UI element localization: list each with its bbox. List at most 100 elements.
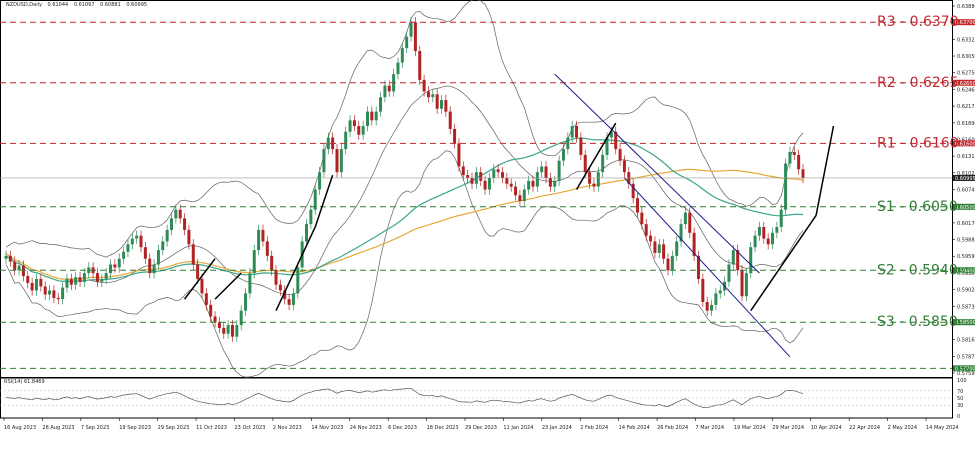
candle-body	[48, 290, 52, 295]
candle-body	[718, 290, 722, 294]
candle-body	[235, 325, 239, 337]
candle-body	[487, 177, 491, 190]
candle-body	[779, 209, 783, 227]
y-tick-label: 0.62175	[957, 104, 975, 110]
candle-body	[252, 250, 256, 274]
candle-body	[139, 235, 143, 248]
chart-header: NZDUSD,Daily 0.61044 0.61097 0.60881 0.6…	[6, 2, 151, 8]
level-price-tag	[953, 79, 975, 86]
candle-body	[605, 137, 609, 155]
level-price-tag	[953, 140, 975, 147]
candle-body	[670, 255, 674, 271]
trendline	[575, 122, 617, 190]
candle-body	[74, 277, 78, 285]
candle-body	[775, 227, 779, 233]
y-tick-label: 0.57875	[957, 354, 975, 360]
candle-body	[257, 229, 261, 251]
candle-body	[4, 255, 8, 259]
candle-body	[601, 154, 605, 173]
candle-body	[8, 255, 12, 262]
candle-body	[522, 189, 526, 202]
candle-body	[466, 175, 470, 178]
candle-body	[644, 224, 648, 236]
rsi-tick-label: 30	[957, 403, 963, 409]
level-price-tag-text: 0.59400	[955, 268, 975, 274]
candle-body	[683, 212, 687, 225]
candle-body	[135, 235, 139, 239]
rsi-header: RSI(14) 61.8469	[4, 379, 45, 385]
candle-body	[483, 180, 487, 190]
candle-body	[178, 209, 182, 219]
moving-average-green	[5, 137, 804, 282]
candle-body	[701, 278, 705, 302]
close-value: 0.60995	[126, 2, 148, 8]
x-tick-label: 7 Sep 2023	[81, 425, 110, 431]
candle-body	[596, 172, 600, 187]
candle-body	[492, 169, 496, 178]
candle-body	[757, 227, 761, 236]
y-tick-label: 0.61025	[957, 171, 975, 177]
candle-body	[696, 255, 700, 279]
x-tick-label: 11 Oct 2023	[196, 425, 227, 431]
current-price-tag-text: 0.60995	[955, 176, 975, 182]
level-label: R2 - 0.6265	[877, 75, 959, 91]
candle-body	[78, 277, 82, 282]
trendline	[183, 258, 216, 300]
candle-body	[505, 177, 509, 184]
candle-body	[274, 270, 278, 285]
candle-body	[200, 278, 204, 294]
level-label: S2 - 0.5940	[877, 262, 958, 278]
candle-body	[230, 325, 234, 337]
candle-body	[801, 169, 805, 178]
candle-body	[95, 273, 99, 282]
candle-body	[788, 152, 792, 164]
candle-body	[239, 310, 243, 326]
candle-body	[148, 258, 152, 274]
level-price-tag-text: 0.63700	[955, 20, 975, 26]
candle-body	[714, 293, 718, 305]
candle-body	[361, 126, 365, 135]
open-value: 0.61044	[47, 2, 69, 8]
x-tick-label: 22 Apr 2024	[849, 425, 880, 431]
candle-body	[244, 293, 248, 311]
x-tick-label: 14 Feb 2024	[619, 425, 650, 431]
x-tick-label: 29 Sep 2023	[158, 425, 190, 431]
rsi-tick-label: 0	[957, 414, 960, 420]
candle-body	[535, 172, 539, 187]
x-tick-label: 23 Oct 2023	[235, 425, 266, 431]
candle-body	[431, 94, 435, 98]
level-price-tag-text: 0.61600	[955, 141, 975, 147]
candle-body	[109, 264, 113, 274]
trendline	[275, 226, 316, 311]
price-pane-frame	[0, 0, 953, 378]
candle-body	[305, 224, 309, 242]
candle-body	[187, 229, 191, 245]
candle-body	[766, 238, 770, 245]
level-price-tag	[953, 19, 975, 26]
candle-body	[82, 273, 86, 282]
candle-body	[405, 36, 409, 49]
candle-body	[679, 224, 683, 242]
channel-upper-line	[554, 73, 760, 274]
candle-body	[614, 131, 618, 150]
candle-body	[622, 160, 626, 173]
level-price-tag-text: 0.60500	[955, 205, 975, 211]
candle-body	[540, 166, 544, 173]
candle-body	[731, 250, 735, 265]
candle-body	[122, 251, 126, 259]
candle-body	[692, 232, 696, 256]
candle-body	[183, 218, 187, 230]
candle-body	[196, 264, 200, 279]
candle-body	[335, 149, 339, 173]
candle-body	[744, 273, 748, 297]
candle-body	[705, 302, 709, 311]
candle-body	[313, 189, 317, 210]
rsi-line	[5, 387, 804, 409]
candle-body	[784, 163, 788, 210]
